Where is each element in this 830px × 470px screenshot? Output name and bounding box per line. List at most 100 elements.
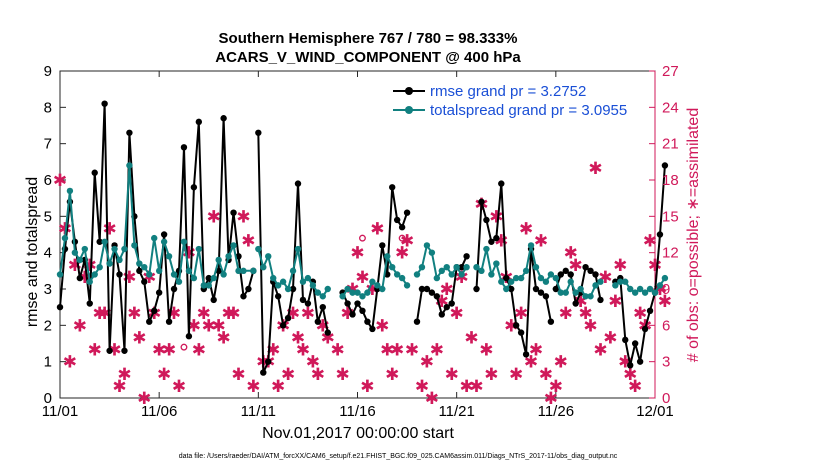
spread-point [463,264,470,271]
rmse-point [522,351,530,358]
spread-point [141,264,148,271]
x-tick-label: 11/01 [42,403,78,420]
obs-assimilated-marker: ✱ [370,219,384,239]
rmse-point [294,180,302,187]
rmse-point [284,314,292,322]
spread-point [195,245,203,253]
obs-assimilated-marker: ✱ [509,365,523,385]
obs-assimilated-marker: ✱ [127,304,141,324]
rmse-point [96,238,103,245]
obs-assimilated-marker: ✱ [643,232,657,252]
spread-point [398,274,406,282]
obs-assimilated-marker: ✱ [102,219,116,239]
spread-point [622,278,629,285]
spread-point [389,264,396,271]
rmse-point [314,318,322,325]
rmse-point [274,293,282,300]
spread-point [448,271,455,278]
spread-point [403,282,411,289]
rmse-point [542,293,550,300]
rmse-point [403,209,411,216]
obs-assimilated-marker: ✱ [484,365,498,385]
obs-assimilated-marker: ✱ [53,171,67,191]
spread-point [200,282,207,289]
obs-assimilated-marker: ✱ [331,341,345,361]
rmse-point [508,285,515,293]
spread-point [542,278,550,285]
spread-point [354,289,361,296]
spread-point [284,285,292,293]
rmse-point [493,234,500,242]
rmse-point [488,238,495,245]
spread-point [274,282,282,289]
spread-point [151,234,158,242]
obs-assimilated-marker: ✱ [137,389,151,409]
obs-assimilated-marker: ✱ [360,377,374,397]
rmse-point [418,285,426,293]
obs-assimilated-marker: ✱ [306,353,320,373]
obs-assimilated-marker: ✱ [440,280,454,300]
rmse-point [423,285,431,293]
obs-assimilated-marker: ✱ [350,244,364,264]
rmse-point [562,267,569,275]
rmse-point [428,289,436,296]
obs-assimilated-marker: ✱ [73,316,87,336]
obs-assimilated-marker: ✱ [385,365,399,385]
spread-point [260,264,267,271]
rmse-point [165,318,173,325]
obs-assimilated-marker: ✱ [608,292,622,312]
legend-spread-marker [405,106,413,114]
y2-axis-label: # of obs: o=possible; ∗=assimilated [685,108,702,362]
spread-point [458,271,465,278]
obs-assimilated-marker: ✱ [221,304,235,324]
spread-point [86,278,93,285]
obs-assimilated-marker: ✱ [405,341,419,361]
obs-assimilated-marker: ✱ [628,377,642,397]
obs-assimilated-marker: ✱ [578,304,592,324]
spread-point [255,245,262,253]
y2-tick-label: 24 [662,99,679,116]
spread-point [393,271,401,278]
obs-assimilated-marker: ✱ [564,244,578,264]
rmse-point [56,303,64,311]
chart-title: Southern Hemisphere 767 / 780 = 98.333% [219,30,518,47]
rmse-point [324,329,331,336]
spread-point [617,278,624,285]
rmse-point [185,333,193,340]
y-tick-label: 1 [44,354,52,371]
rmse-point [245,285,252,293]
obs-count-markers: ✱✱✱✱✱✱✱✱✱✱✱✱✱✱✱✱✱✱✱✱✱✱✱✱✱✱✱✱✱✱✱✱✱✱✱✱✱✱✱✱… [53,159,672,409]
obs-assimilated-marker: ✱ [375,316,389,336]
spread-point [121,245,128,253]
rmse-point [438,311,445,318]
spread-point [131,242,138,249]
obs-assimilated-marker: ✱ [549,377,563,397]
obs-assimilated-marker: ✱ [63,353,77,373]
spread-point [230,242,237,249]
obs-assimilated-marker: ✱ [236,207,250,227]
spread-point [359,293,366,300]
legend-spread-label: totalspread grand pr = 3.0955 [430,102,627,119]
spread-point [428,249,436,256]
rmse-point [398,224,406,231]
spread-point [508,278,515,285]
obs-assimilated-marker: ✱ [479,341,493,361]
spread-point [304,274,312,282]
spread-point [270,274,277,282]
rmse-point [567,271,574,278]
spread-point [587,293,594,300]
y-tick-label: 5 [44,208,52,225]
rmse-point [463,253,470,260]
spread-point [190,274,198,282]
spread-point [384,253,391,260]
rmse-point [661,162,669,169]
rmse-point [537,289,545,296]
rmse-point [146,318,153,325]
obs-assimilated-marker: ✱ [112,377,126,397]
obs-assimilated-marker: ✱ [296,341,310,361]
rmse-point [389,184,396,191]
rmse-point [240,293,247,300]
obs-assimilated-marker: ✱ [464,328,478,348]
rmse-point [631,340,639,347]
